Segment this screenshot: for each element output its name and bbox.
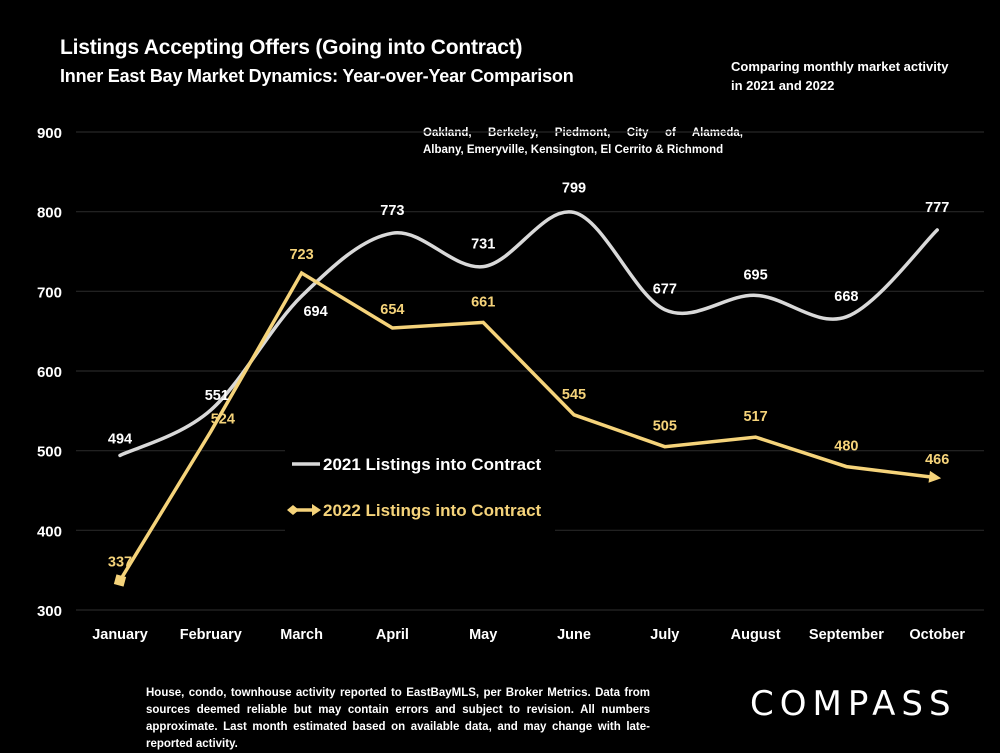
data-label-2022: 654 [380,302,404,318]
data-label-2021: 799 [562,180,586,196]
compass-logo: COMPASS [750,684,957,724]
x-tick-label: April [376,627,409,643]
series-lines [113,210,942,587]
data-label-2021: 668 [834,289,858,305]
series-2022-line [118,270,938,582]
data-label-2021: 494 [108,431,132,447]
y-tick-label: 700 [37,284,62,301]
x-tick-label: September [809,627,884,643]
data-label-2021: 731 [471,237,495,253]
x-tick-label: October [909,627,965,643]
data-label-2021: 777 [925,200,949,216]
data-label-2022: 517 [743,409,767,425]
data-label-2022: 480 [834,439,858,455]
data-label-2021: 773 [380,203,404,219]
legend: 2021 Listings into Contract 2022 Listings… [285,447,555,531]
x-tick-label: August [731,627,781,643]
data-label-2022: 545 [562,387,586,403]
data-label-2021: 694 [303,304,327,320]
legend-2021-label: 2021 Listings into Contract [323,455,542,474]
y-tick-label: 900 [37,125,62,142]
series-2022-start-marker [113,574,127,587]
y-tick-label: 400 [37,523,62,540]
y-tick-label: 300 [37,603,62,620]
data-label-2022: 661 [471,294,495,310]
region-note: Oakland, Berkeley, Piedmont, City of Ala… [423,125,743,159]
legend-2022-arrow-icon [312,504,321,516]
y-tick-label: 800 [37,205,62,222]
data-label-2021: 551 [205,388,229,404]
region-note-line-2: Albany, Emeryville, Kensington, El Cerri… [423,144,724,156]
x-tick-label: January [92,627,148,643]
x-tick-label: February [180,627,242,643]
data-label-2022: 505 [653,419,677,435]
x-axis-ticks: January February March April May June July Augu… [92,627,965,643]
data-label-2022: 337 [108,555,132,571]
data-label-2021: 677 [653,282,677,298]
x-tick-label: July [650,627,679,643]
legend-2022-label: 2022 Listings into Contract [323,501,542,520]
y-tick-label: 600 [37,364,62,381]
comparison-note: Comparing monthly market activity in 202… [731,59,949,93]
series-2021-line [118,210,939,458]
chart-title: Listings Accepting Offers (Going into Co… [60,36,523,59]
x-tick-label: May [469,627,497,643]
data-label-2022: 723 [289,247,313,263]
series-2022-end-arrow [928,470,942,483]
region-note-line-1: Oakland, Berkeley, Piedmont, City of Ala… [423,127,743,139]
chart-subtitle: Inner East Bay Market Dynamics: Year-ove… [60,66,574,86]
x-tick-label: June [557,627,591,643]
footer-disclaimer: House, condo, townhouse activity reporte… [146,687,650,750]
y-axis-ticks: 300 400 500 600 700 800 900 [37,125,62,620]
data-label-2022: 466 [925,452,949,468]
data-label-2021: 695 [743,267,767,283]
data-label-2022: 524 [211,412,235,428]
y-tick-label: 500 [37,444,62,461]
data-labels: 494 551 694 773 731 799 677 695 668 777 337 524 723 6… [108,180,949,570]
x-tick-label: March [280,627,323,643]
legend-2022-diamond-icon [287,505,299,515]
legend-background [285,447,555,531]
